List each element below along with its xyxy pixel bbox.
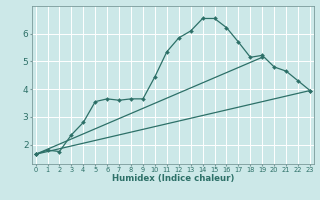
X-axis label: Humidex (Indice chaleur): Humidex (Indice chaleur)	[112, 174, 234, 183]
